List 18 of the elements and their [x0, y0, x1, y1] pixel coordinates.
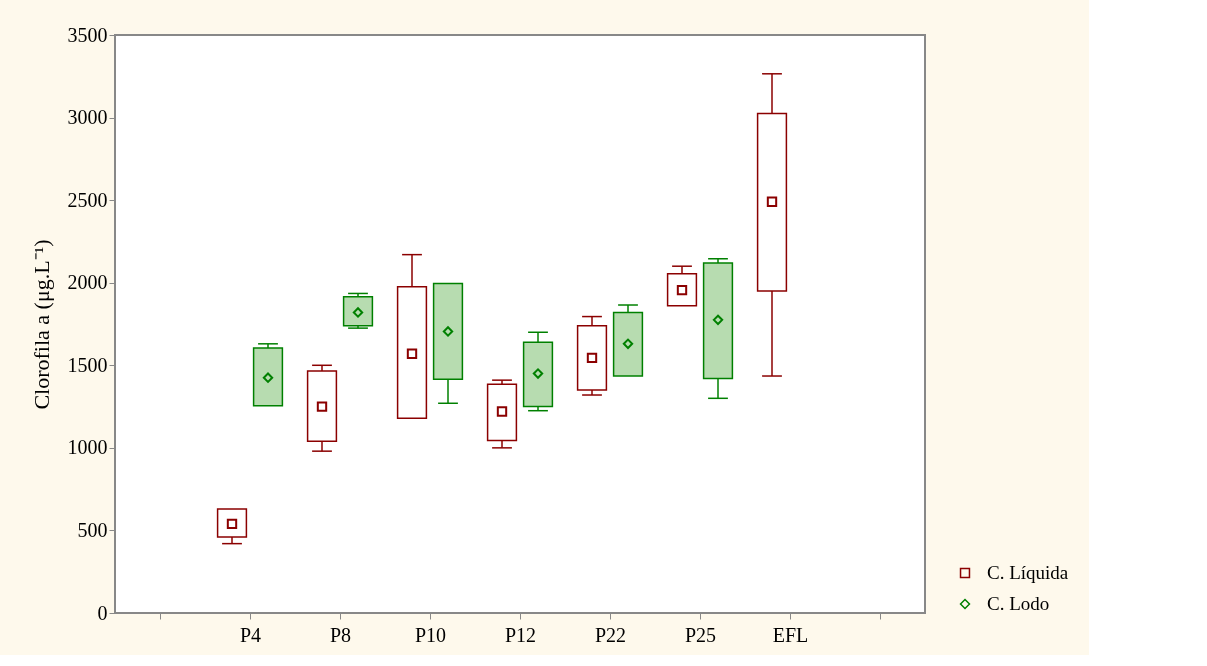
y-tick-label: 2000	[67, 271, 108, 294]
y-tick-label: 1500	[67, 353, 108, 376]
y-tick-label: 3000	[67, 106, 108, 129]
y-tick-label: 1000	[67, 436, 108, 459]
x-tick-label: P10	[414, 623, 447, 646]
y-tick-label: 3500	[67, 23, 108, 46]
x-tick-label: P8	[329, 623, 352, 646]
legend-label: C. Líquida	[987, 562, 1069, 583]
y-axis-title: Clorofila a (μg.L⁻¹)	[28, 239, 54, 410]
x-tick-label: P25	[684, 623, 717, 646]
y-tick-label: 2500	[67, 188, 108, 211]
legend-label: C. Lodo	[987, 593, 1050, 614]
y-tick-label: 500	[77, 518, 108, 541]
x-tick-label: P12	[504, 623, 537, 646]
x-tick-label: P22	[594, 623, 627, 646]
x-tick-label: P4	[239, 623, 262, 646]
y-tick-label: 0	[97, 601, 108, 624]
x-tick-label: EFL	[772, 623, 809, 646]
